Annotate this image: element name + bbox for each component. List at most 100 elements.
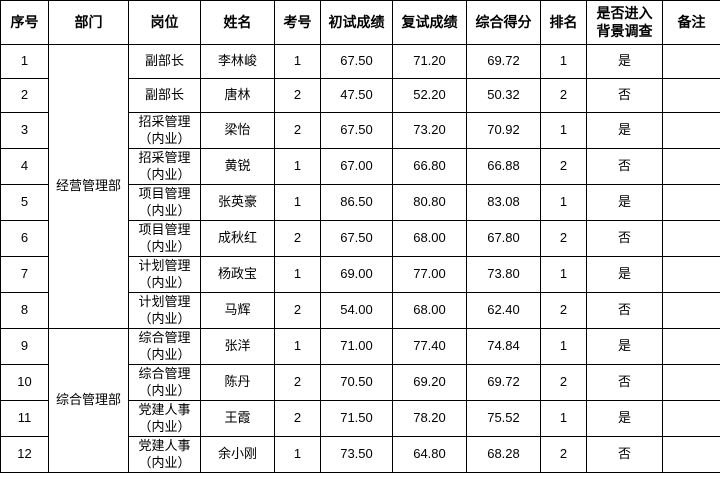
table-row: 5 项目管理 （内业） 张英豪 1 86.50 80.80 83.08 1 是 [0, 184, 720, 221]
table-row: 11 党建人事 （内业） 王霞 2 71.50 78.20 75.52 1 是 [0, 400, 720, 437]
cell-exam-no: 2 [274, 364, 321, 401]
cell-note [662, 44, 720, 79]
cell-rank: 1 [540, 112, 587, 149]
cell-name: 杨政宝 [200, 256, 275, 293]
table-row: 10 综合管理 （内业） 陈丹 2 70.50 69.20 69.72 2 否 [0, 364, 720, 401]
col-header-rank: 排名 [540, 0, 587, 45]
cell-name: 张英豪 [200, 184, 275, 221]
col-header-first-score: 初试成绩 [320, 0, 393, 45]
cell-rank: 1 [540, 328, 587, 365]
cell-post: 副部长 [128, 44, 201, 79]
cell-post: 党建人事 （内业） [128, 400, 201, 437]
header-row: 序号 部门 岗位 姓名 考号 初试成绩 复试成绩 综合得分 排名 是否进入 背景调查 备注 [0, 0, 720, 45]
cell-note [662, 220, 720, 257]
table-row: 4 招采管理 （内业） 黄锐 1 67.00 66.80 66.88 2 否 [0, 148, 720, 185]
table-header: 序号 部门 岗位 姓名 考号 初试成绩 复试成绩 综合得分 排名 是否进入 背景调查 备注 [0, 0, 720, 45]
cell-note [662, 328, 720, 365]
cell-overall-score: 66.88 [466, 148, 541, 185]
cell-note [662, 400, 720, 437]
col-header-background-check: 是否进入 背景调查 [586, 0, 663, 45]
table-row: 12 党建人事 （内业） 余小刚 1 73.50 64.80 68.28 2 否 [0, 436, 720, 473]
cell-post: 副部长 [128, 78, 201, 113]
cell-rank: 2 [540, 148, 587, 185]
cell-post: 项目管理 （内业） [128, 184, 201, 221]
cell-first-score: 71.00 [320, 328, 393, 365]
table-row: 2 副部长 唐林 2 47.50 52.20 50.32 2 否 [0, 78, 720, 113]
cell-first-score: 67.50 [320, 220, 393, 257]
cell-retest-score: 80.80 [392, 184, 467, 221]
cell-exam-no: 1 [274, 148, 321, 185]
cell-exam-no: 1 [274, 436, 321, 473]
cell-background-check: 是 [586, 256, 663, 293]
cell-retest-score: 73.20 [392, 112, 467, 149]
table-row: 8 计划管理 （内业） 马辉 2 54.00 68.00 62.40 2 否 [0, 292, 720, 329]
cell-retest-score: 66.80 [392, 148, 467, 185]
cell-background-check: 是 [586, 44, 663, 79]
cell-name: 唐林 [200, 78, 275, 113]
cell-post: 项目管理 （内业） [128, 220, 201, 257]
cell-rank: 2 [540, 220, 587, 257]
cell-name: 王霞 [200, 400, 275, 437]
cell-background-check: 是 [586, 328, 663, 365]
cell-rank: 2 [540, 292, 587, 329]
cell-background-check: 否 [586, 78, 663, 113]
cell-note [662, 436, 720, 473]
cell-exam-no: 2 [274, 220, 321, 257]
cell-overall-score: 50.32 [466, 78, 541, 113]
cell-rank: 1 [540, 400, 587, 437]
cell-exam-no: 2 [274, 292, 321, 329]
table-body: 1 经营管理部 副部长 李林峻 1 67.50 71.20 69.72 1 是 2 副部长 唐林 2 47.… [0, 44, 720, 473]
cell-note [662, 292, 720, 329]
cell-overall-score: 69.72 [466, 44, 541, 79]
cell-retest-score: 69.20 [392, 364, 467, 401]
cell-department: 综合管理部 [48, 328, 129, 473]
cell-note [662, 148, 720, 185]
cell-rank: 2 [540, 78, 587, 113]
col-header-retest-score: 复试成绩 [392, 0, 467, 45]
cell-first-score: 71.50 [320, 400, 393, 437]
cell-post: 招采管理 （内业） [128, 148, 201, 185]
cell-exam-no: 1 [274, 256, 321, 293]
cell-no: 7 [0, 256, 49, 293]
cell-overall-score: 83.08 [466, 184, 541, 221]
cell-exam-no: 2 [274, 112, 321, 149]
cell-no: 3 [0, 112, 49, 149]
cell-post: 综合管理 （内业） [128, 364, 201, 401]
cell-rank: 2 [540, 436, 587, 473]
cell-retest-score: 77.40 [392, 328, 467, 365]
cell-name: 黄锐 [200, 148, 275, 185]
cell-overall-score: 74.84 [466, 328, 541, 365]
cell-no: 5 [0, 184, 49, 221]
cell-exam-no: 1 [274, 184, 321, 221]
col-header-exam-no: 考号 [274, 0, 321, 45]
cell-first-score: 73.50 [320, 436, 393, 473]
cell-post: 综合管理 （内业） [128, 328, 201, 365]
cell-overall-score: 62.40 [466, 292, 541, 329]
cell-background-check: 是 [586, 112, 663, 149]
cell-no: 10 [0, 364, 49, 401]
cell-name: 马辉 [200, 292, 275, 329]
col-header-no: 序号 [0, 0, 49, 45]
cell-first-score: 69.00 [320, 256, 393, 293]
cell-retest-score: 52.20 [392, 78, 467, 113]
cell-first-score: 67.00 [320, 148, 393, 185]
cell-retest-score: 78.20 [392, 400, 467, 437]
cell-background-check: 否 [586, 220, 663, 257]
table-row: 7 计划管理 （内业） 杨政宝 1 69.00 77.00 73.80 1 是 [0, 256, 720, 293]
cell-overall-score: 68.28 [466, 436, 541, 473]
col-header-name: 姓名 [200, 0, 275, 45]
cell-retest-score: 64.80 [392, 436, 467, 473]
cell-exam-no: 1 [274, 44, 321, 79]
cell-post: 党建人事 （内业） [128, 436, 201, 473]
cell-name: 张洋 [200, 328, 275, 365]
cell-rank: 2 [540, 364, 587, 401]
cell-background-check: 否 [586, 364, 663, 401]
cell-exam-no: 1 [274, 328, 321, 365]
cell-no: 6 [0, 220, 49, 257]
cell-rank: 1 [540, 44, 587, 79]
col-header-overall-score: 综合得分 [466, 0, 541, 45]
cell-note [662, 184, 720, 221]
table-row: 9 综合管理部 综合管理 （内业） 张洋 1 71.00 77.40 74.84 1 是 [0, 328, 720, 473]
cell-overall-score: 69.72 [466, 364, 541, 401]
